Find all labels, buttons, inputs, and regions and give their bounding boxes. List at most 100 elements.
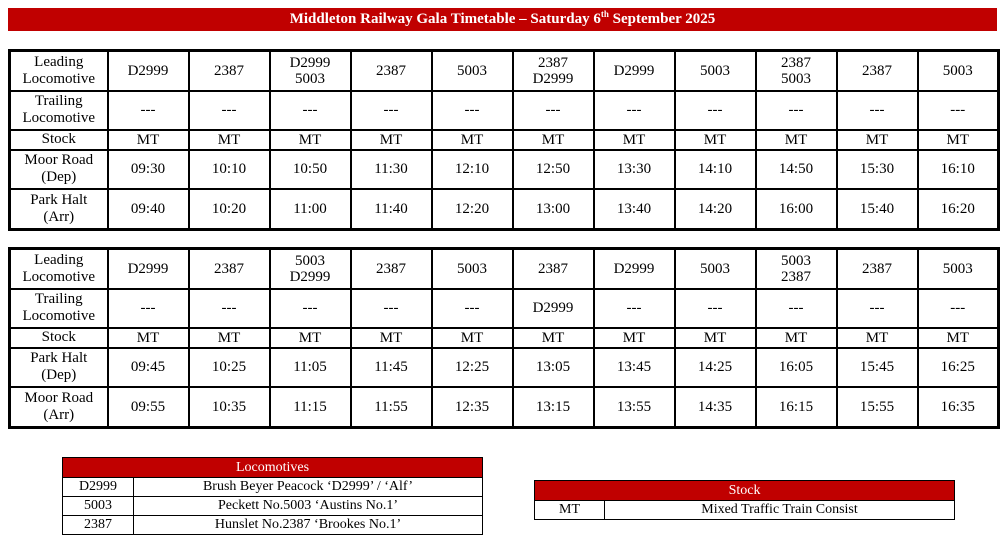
cell: 15:55: [835, 385, 919, 429]
cell: 2387 D2999: [511, 49, 595, 92]
cell: MT: [511, 326, 595, 349]
cell: MT: [268, 326, 352, 349]
cell: 12:35: [430, 385, 514, 429]
cell: MT: [430, 326, 514, 349]
cell: MT: [511, 128, 595, 151]
cell: ---: [754, 287, 838, 329]
cell: ---: [187, 287, 271, 329]
row-label: Stock: [8, 326, 109, 349]
cell: ---: [835, 287, 919, 329]
cell: 11:30: [349, 148, 433, 190]
cell: 5003: [673, 49, 757, 92]
cell: ---: [835, 89, 919, 131]
legend-row: 2387 Hunslet No.2387 ‘Brookes No.1’: [62, 515, 484, 535]
row-label: Trailing Locomotive: [8, 287, 109, 329]
title-bar: Middleton Railway Gala Timetable – Satur…: [8, 8, 997, 31]
cell: 11:40: [349, 187, 433, 231]
cell: ---: [268, 89, 352, 131]
cell: ---: [430, 287, 514, 329]
cell: 16:35: [916, 385, 1000, 429]
row: Stock MT MT MT MT MT MT MT MT MT MT MT: [8, 128, 1000, 151]
cell: 12:20: [430, 187, 514, 231]
row: Park Halt (Arr) 09:40 10:20 11:00 11:40 12:20…: [8, 187, 1000, 231]
cell: ---: [106, 89, 190, 131]
cell: 2387 5003: [754, 49, 838, 92]
cell: D2999: [106, 247, 190, 290]
cell: 13:40: [592, 187, 676, 231]
cell: 15:40: [835, 187, 919, 231]
timetable: Leading Locomotive D2999 2387 D2999 5003 238…: [8, 49, 1000, 231]
cell: 11:45: [349, 346, 433, 388]
cell: ---: [430, 89, 514, 131]
cell: 10:50: [268, 148, 352, 190]
cell: 11:15: [268, 385, 352, 429]
cell: 16:20: [916, 187, 1000, 231]
cell: 12:25: [430, 346, 514, 388]
cell: ---: [592, 89, 676, 131]
cell: MT: [835, 128, 919, 151]
cell: MT: [430, 128, 514, 151]
cell: 2387: [187, 247, 271, 290]
cell: 13:55: [592, 385, 676, 429]
cell: 09:40: [106, 187, 190, 231]
row: Moor Road (Dep) 09:30 10:10 10:50 11:30 12:10…: [8, 148, 1000, 190]
cell: 2387: [187, 49, 271, 92]
cell: 16:15: [754, 385, 838, 429]
legend-row: MT Mixed Traffic Train Consist: [534, 500, 956, 520]
cell: 5003: [430, 49, 514, 92]
row: Stock MT MT MT MT MT MT MT MT MT MT MT: [8, 326, 1000, 349]
cell: 2387: [349, 49, 433, 92]
cell: 5003 2387: [754, 247, 838, 290]
legend-desc: Hunslet No.2387 ‘Brookes No.1’: [132, 515, 484, 535]
cell: ---: [592, 287, 676, 329]
title-end: September 2025: [608, 11, 716, 27]
cell: D2999: [106, 49, 190, 92]
cell: 10:25: [187, 346, 271, 388]
cell: 2387: [511, 247, 595, 290]
cell: 15:30: [835, 148, 919, 190]
cell: 10:10: [187, 148, 271, 190]
cell: 2387: [835, 247, 919, 290]
cell: MT: [754, 128, 838, 151]
cell: D2999 5003: [268, 49, 352, 92]
legend-title: Locomotives: [61, 457, 484, 478]
row: Leading Locomotive D2999 2387 D2999 5003 238…: [8, 49, 1000, 92]
legend-code: 2387: [62, 515, 134, 535]
legend-header: Locomotives: [61, 457, 484, 478]
title-sup: th: [600, 9, 609, 19]
cell: 10:20: [187, 187, 271, 231]
cell: 13:15: [511, 385, 595, 429]
cell: MT: [916, 128, 1000, 151]
cell: D2999: [511, 287, 595, 329]
legend-desc: Mixed Traffic Train Consist: [603, 500, 956, 520]
cell: ---: [916, 89, 1000, 131]
legend-desc: Brush Beyer Peacock ‘D2999’ / ‘Alf’: [132, 477, 484, 497]
cell: D2999: [592, 49, 676, 92]
legend-header: Stock: [533, 480, 956, 501]
cell: MT: [592, 128, 676, 151]
cell: MT: [916, 326, 1000, 349]
cell: 14:10: [673, 148, 757, 190]
cell: MT: [349, 128, 433, 151]
cell: ---: [754, 89, 838, 131]
cell: 2387: [835, 49, 919, 92]
row-label: Moor Road (Arr): [8, 385, 109, 429]
cell: 16:05: [754, 346, 838, 388]
cell: 13:45: [592, 346, 676, 388]
cell: ---: [187, 89, 271, 131]
cell: 5003: [673, 247, 757, 290]
cell: ---: [349, 89, 433, 131]
cell: MT: [268, 128, 352, 151]
row: Trailing Locomotive --- --- --- --- --- D2999-…: [8, 287, 1000, 329]
cell: 2387: [349, 247, 433, 290]
cell: 5003 D2999: [268, 247, 352, 290]
cell: ---: [673, 287, 757, 329]
cell: 16:10: [916, 148, 1000, 190]
cell: 13:30: [592, 148, 676, 190]
row-label: Leading Locomotive: [8, 49, 109, 92]
cell: MT: [673, 326, 757, 349]
row: Park Halt (Dep) 09:45 10:25 11:05 11:45 12:25…: [8, 346, 1000, 388]
legend-title: Stock: [533, 480, 956, 501]
cell: ---: [349, 287, 433, 329]
cell: 09:30: [106, 148, 190, 190]
